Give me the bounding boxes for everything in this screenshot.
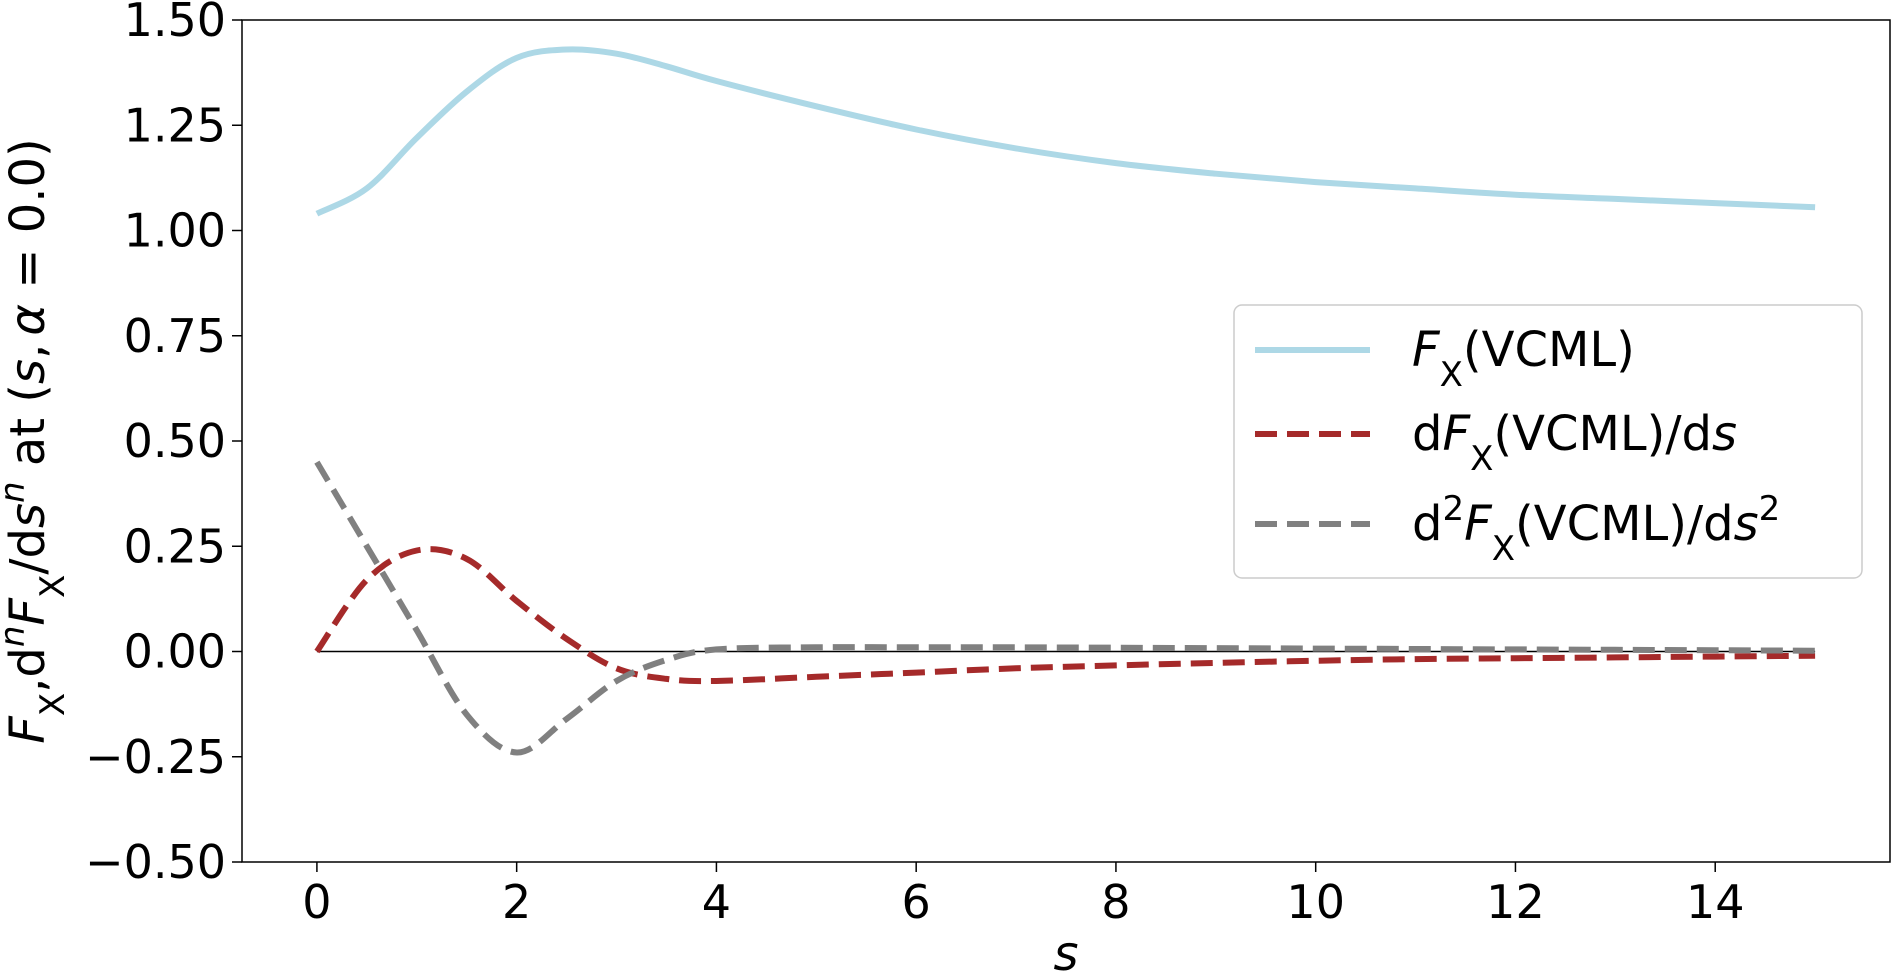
y-axis: −0.50 −0.25 0.00 0.25 0.50 0.75 1.00 1.25 1.50 [85, 0, 242, 889]
x-tick-label: 2 [502, 875, 531, 929]
x-axis-label: s [1053, 926, 1078, 976]
y-axis-label: FX,dnFX/dsn at (s,α = 0.0) [0, 138, 73, 744]
legend-label-d2fx: d2FX(VCML)/ds2 [1412, 489, 1780, 569]
y-tick-label: 0.50 [124, 414, 226, 468]
y-tick-label: 0.75 [124, 309, 226, 363]
x-tick-label: 6 [902, 875, 931, 929]
x-tick-label: 10 [1286, 875, 1345, 929]
series-layer [314, 46, 1816, 756]
x-tick-label: 8 [1101, 875, 1130, 929]
legend-box [1233, 304, 1863, 579]
x-axis: 0 2 4 6 8 10 12 14 [302, 862, 1744, 929]
y-tick-label: −0.50 [85, 835, 226, 889]
series-d2fx-line [314, 460, 1816, 756]
series-dfx-line [314, 546, 1816, 685]
series-fx-line [315, 46, 1816, 217]
x-tick-label: 14 [1686, 875, 1745, 929]
y-tick-label: 1.00 [124, 204, 226, 258]
legend-label-dfx: dFX(VCML)/ds [1412, 406, 1737, 479]
legend: FX(VCML) dFX(VCML)/ds d2FX(VCML)/ds2 [1233, 304, 1863, 579]
x-tick-label: 4 [702, 875, 731, 929]
y-tick-label: 0.00 [124, 625, 226, 679]
y-tick-label: −0.25 [85, 730, 226, 784]
x-tick-label: 12 [1486, 875, 1545, 929]
y-tick-label: 0.25 [124, 519, 226, 573]
legend-label-fx: FX(VCML) [1412, 322, 1635, 395]
x-tick-label: 0 [302, 875, 331, 929]
y-tick-label: 1.50 [124, 0, 226, 47]
y-tick-label: 1.25 [124, 98, 226, 152]
